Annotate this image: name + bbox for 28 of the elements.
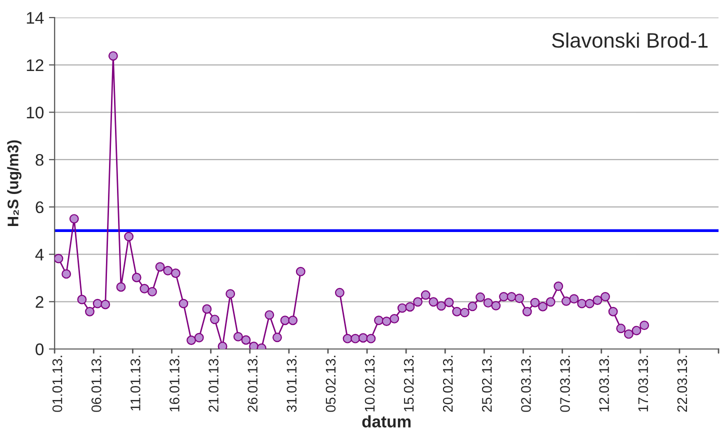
x-tick-label: 02.03.13. <box>521 356 531 412</box>
y-tick-label: 8 <box>36 154 44 166</box>
y-axis-title: H₂S (ug/m3) <box>7 140 22 226</box>
x-tick-label: 26.01.13. <box>248 356 258 412</box>
x-axis-title: datum <box>362 415 411 428</box>
x-tick-label: 12.03.13. <box>599 356 610 412</box>
x-tick-label: 31.01.13. <box>286 356 297 412</box>
x-tick-label: 21.01.13. <box>208 356 218 412</box>
x-tick-label: 05.02.13. <box>326 356 336 412</box>
x-tick-label: 17.03.13. <box>638 356 648 412</box>
text: Slavonski Brod-1 <box>552 32 708 48</box>
x-tick-label: 01.01.13. <box>52 356 62 412</box>
y-tick-label: 6 <box>36 201 44 214</box>
y-tick-label: 4 <box>35 248 44 260</box>
x-tick-label: 11.01.13. <box>130 356 140 410</box>
x-tick-label: 25.02.13. <box>482 356 492 412</box>
x-tick-label: 20.02.13. <box>442 356 453 412</box>
y-tick-label: 14 <box>26 12 44 24</box>
x-tick-label: 06.01.13. <box>91 356 102 412</box>
x-tick-label: 15.02.13. <box>404 356 414 412</box>
x-tick-label: 07.03.13. <box>560 356 570 412</box>
y-tick-label: 10 <box>26 106 44 118</box>
y-tick-label: 0 <box>36 343 44 356</box>
x-tick-label: 16.01.13. <box>170 356 180 412</box>
y-tick-label: 12 <box>26 59 44 71</box>
x-tick-label: 10.02.13. <box>364 356 375 412</box>
y-tick-label: 2 <box>36 296 44 308</box>
x-tick-label: 22.03.13. <box>677 356 688 412</box>
